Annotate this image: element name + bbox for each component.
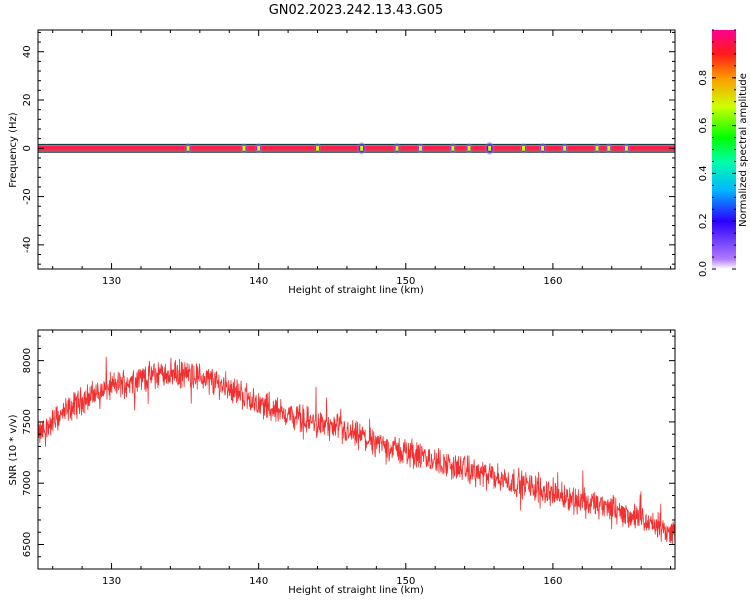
figure-title: GN02.2023.242.13.43.G05	[269, 3, 444, 18]
spectrogram-spot-core	[541, 145, 545, 151]
snr-y-tick-label: 7000	[22, 470, 33, 495]
snr-xlabel: Height of straight line (km)	[288, 585, 424, 596]
spectrogram-spot-core	[395, 145, 399, 151]
spectrogram-spot-core	[360, 145, 364, 151]
spectrogram-band	[38, 145, 675, 151]
snr-y-tick-label: 8000	[22, 348, 33, 373]
spectrogram-spot-core	[316, 145, 320, 151]
spectrogram-ylabel: Frequency (Hz)	[8, 112, 19, 188]
spectrogram-frame	[37, 29, 676, 270]
spectrogram-spot-core	[242, 145, 246, 151]
spectrogram-y-tick-label: 40	[22, 45, 33, 58]
colorbar-tick-label: 0.0	[698, 261, 709, 277]
spectrogram-spot-core	[257, 145, 261, 151]
snr-y-tick-label: 6500	[22, 532, 33, 557]
colorbar-gradient	[712, 30, 736, 269]
spectrogram-spot-core	[418, 145, 422, 151]
colorbar-tick-label: 0.4	[698, 165, 709, 181]
colorbar-tick-label: 0.6	[698, 118, 709, 134]
spectrogram-xlabel: Height of straight line (km)	[288, 285, 424, 296]
snr-x-tick-label: 160	[543, 576, 562, 587]
spectrogram-x-tick-label: 150	[396, 276, 415, 287]
spectrogram-spot-core	[186, 145, 190, 151]
snr-panel: 130 140 150 160 6500 7000 7500 8000 Height of s…	[8, 329, 676, 596]
snr-ylabel: SNR (10 * v/v)	[8, 414, 19, 485]
spectrogram-y-tick-label: -20	[22, 188, 33, 204]
spectrogram-y-tick-label: 0	[22, 145, 33, 151]
spectrogram-y-tick-label: -40	[22, 237, 33, 253]
spectrogram-spot-core	[563, 145, 567, 151]
spectrogram-data	[38, 141, 675, 156]
spectrogram-spot-core	[521, 145, 525, 151]
spectrogram-x-tick-label: 140	[249, 276, 268, 287]
spectrogram-panel: 130 140 150 160 -40 -20 0 20 40 Height of straig…	[8, 29, 676, 296]
colorbar-tick-label: 0.2	[698, 213, 709, 229]
spectrogram-spot-core	[488, 145, 492, 151]
colorbar-tick-label: 0.8	[698, 70, 709, 86]
snr-plot-area	[38, 330, 675, 569]
spectrogram-ticks: 130 140 150 160 -40 -20 0 20 40	[22, 30, 675, 287]
spectrogram-spot-core	[467, 145, 471, 151]
snr-frame	[37, 329, 676, 570]
snr-ticks: 130 140 150 160 6500 7000 7500 8000	[22, 330, 675, 587]
colorbar-ticks: 0.0 0.2 0.4 0.6 0.8	[698, 29, 736, 277]
colorbar: 0.0 0.2 0.4 0.6 0.8 Normalized spectral ampl…	[698, 29, 749, 277]
spectrogram-spot-core	[624, 145, 628, 151]
snr-data	[38, 356, 675, 545]
snr-x-tick-label: 140	[249, 576, 268, 587]
spectrogram-spot-core	[595, 145, 599, 151]
spectrogram-spot-core	[451, 145, 455, 151]
spectrogram-x-tick-label: 160	[543, 276, 562, 287]
snr-x-tick-label: 130	[102, 576, 121, 587]
colorbar-label: Normalized spectral amplitude	[738, 73, 749, 227]
spectrogram-x-tick-label: 130	[102, 276, 121, 287]
snr-series-line	[38, 356, 675, 545]
spectrogram-y-tick-label: 20	[22, 94, 33, 107]
spectrogram-spot-core	[607, 145, 611, 151]
snr-y-tick-label: 7500	[22, 409, 33, 434]
snr-x-tick-label: 150	[396, 576, 415, 587]
